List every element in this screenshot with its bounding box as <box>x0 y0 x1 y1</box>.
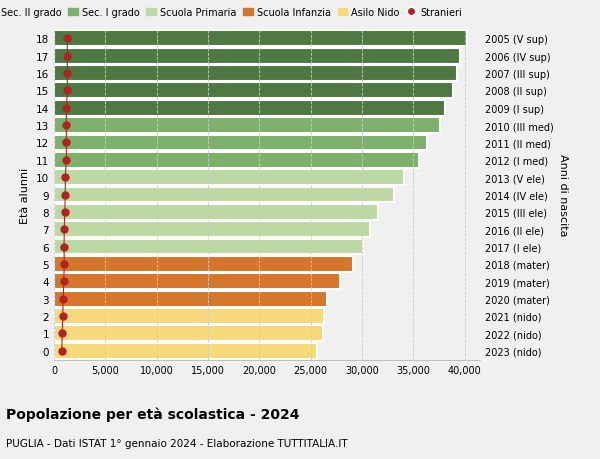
Bar <box>54 135 427 151</box>
Bar <box>54 152 419 168</box>
Legend: Sec. II grado, Sec. I grado, Scuola Primaria, Scuola Infanzia, Asilo Nido, Stran: Sec. II grado, Sec. I grado, Scuola Prim… <box>0 4 466 22</box>
Bar <box>54 118 440 134</box>
Bar <box>54 274 340 290</box>
Bar <box>54 204 379 220</box>
Bar <box>54 101 445 117</box>
Y-axis label: Età alunni: Età alunni <box>20 167 31 223</box>
Bar <box>54 83 454 99</box>
Bar <box>54 170 404 186</box>
Bar <box>54 343 317 359</box>
Text: PUGLIA - Dati ISTAT 1° gennaio 2024 - Elaborazione TUTTITALIA.IT: PUGLIA - Dati ISTAT 1° gennaio 2024 - El… <box>6 438 347 448</box>
Bar <box>54 49 460 65</box>
Bar <box>54 187 394 203</box>
Bar <box>54 256 353 272</box>
Bar <box>54 66 457 82</box>
Bar <box>54 222 370 238</box>
Bar <box>54 308 324 324</box>
Text: Popolazione per età scolastica - 2024: Popolazione per età scolastica - 2024 <box>6 406 299 421</box>
Bar <box>54 291 327 307</box>
Bar <box>54 31 467 47</box>
Y-axis label: Anni di nascita: Anni di nascita <box>557 154 568 236</box>
Bar <box>54 325 323 341</box>
Bar <box>54 239 363 255</box>
